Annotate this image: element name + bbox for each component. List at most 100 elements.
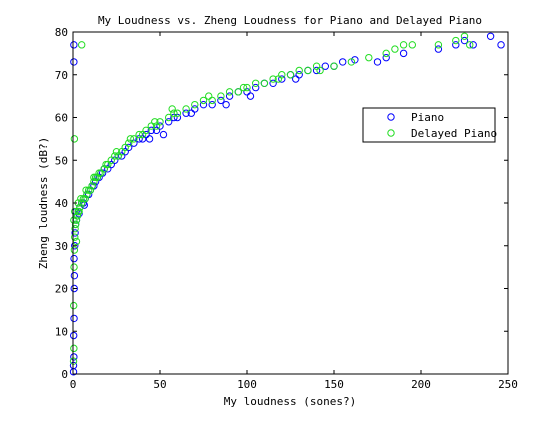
x-tick-label: 0	[70, 378, 77, 391]
point-delayed-piano	[77, 195, 85, 203]
point-delayed-piano	[69, 301, 78, 310]
point-delayed-piano	[205, 92, 213, 100]
point-delayed-piano	[124, 139, 133, 147]
y-tick-label: 10	[55, 325, 68, 338]
y-tick-label: 20	[55, 283, 68, 296]
point-piano	[69, 331, 78, 340]
point-delayed-piano	[274, 75, 283, 83]
legend-label-delayed-piano: Delayed Piano	[411, 127, 497, 140]
point-delayed-piano	[75, 207, 83, 216]
point-delayed-piano	[76, 203, 84, 211]
x-tick-label: 200	[411, 378, 431, 391]
point-delayed-piano	[71, 220, 80, 229]
point-piano	[156, 122, 164, 130]
point-delayed-piano	[168, 105, 176, 113]
legend-box	[362, 107, 496, 143]
point-piano	[312, 66, 321, 75]
point-delayed-piano	[316, 66, 324, 75]
point-piano	[269, 79, 277, 88]
x-tick-label: 100	[237, 378, 257, 391]
y-tick-label: 50	[55, 154, 68, 167]
legend-label-piano: Piano	[411, 111, 444, 124]
chart-title: My Loudness vs. Zheng Loudness for Piano…	[98, 14, 482, 27]
point-delayed-piano	[70, 246, 79, 254]
point-piano	[70, 314, 78, 323]
point-delayed-piano	[295, 66, 303, 75]
point-piano	[486, 32, 495, 40]
point-delayed-piano	[102, 160, 110, 169]
point-piano	[469, 41, 477, 49]
point-delayed-piano	[86, 186, 95, 194]
point-piano	[246, 92, 255, 100]
point-delayed-piano	[142, 126, 150, 135]
point-piano	[187, 109, 196, 117]
x-axis-label: My loudness (sones?)	[224, 395, 356, 408]
point-delayed-piano	[70, 263, 78, 271]
legend-marker-delayed-piano	[387, 129, 395, 137]
legend: Piano Delayed Piano	[362, 107, 497, 143]
point-piano	[165, 118, 173, 126]
point-delayed-piano	[391, 45, 399, 53]
point-delayed-piano	[71, 207, 79, 216]
data-points	[69, 32, 505, 376]
y-tick-label: 70	[55, 69, 68, 82]
point-delayed-piano	[88, 182, 96, 190]
axis-ticks: 0 50 100 150 200 250 0 10 20 30 40 50 60 70 80	[55, 26, 518, 391]
point-piano	[208, 100, 216, 109]
point-delayed-piano	[217, 92, 225, 100]
point-piano	[124, 143, 133, 152]
point-delayed-piano	[82, 186, 90, 194]
point-piano	[69, 368, 78, 376]
point-piano	[71, 229, 79, 237]
point-delayed-piano	[182, 105, 190, 113]
point-delayed-piano	[234, 88, 243, 96]
point-piano	[252, 83, 260, 92]
point-piano	[373, 58, 382, 66]
point-piano	[292, 75, 300, 83]
y-tick-label: 40	[55, 197, 68, 210]
point-delayed-piano	[434, 41, 443, 49]
point-piano	[382, 53, 390, 62]
point-delayed-piano	[70, 344, 78, 353]
point-delayed-piano	[347, 58, 356, 66]
point-delayed-piano	[304, 66, 312, 75]
point-delayed-piano	[78, 41, 86, 49]
y-tick-label: 30	[55, 240, 68, 253]
point-delayed-piano	[408, 41, 416, 49]
point-delayed-piano	[252, 79, 260, 88]
point-piano	[460, 36, 469, 45]
point-piano	[278, 75, 286, 83]
point-delayed-piano	[399, 41, 408, 49]
point-delayed-piano	[90, 173, 98, 182]
point-piano	[199, 100, 208, 109]
point-piano	[70, 58, 78, 66]
point-piano	[182, 109, 190, 117]
point-delayed-piano	[111, 152, 119, 160]
point-delayed-piano	[151, 118, 159, 126]
x-tick-label: 50	[153, 378, 166, 391]
point-delayed-piano	[239, 83, 248, 92]
point-piano	[452, 41, 460, 49]
legend-marker-piano	[387, 113, 395, 121]
y-tick-label: 60	[55, 112, 68, 125]
point-delayed-piano	[460, 32, 469, 40]
point-delayed-piano	[165, 113, 173, 122]
point-piano	[71, 242, 79, 250]
point-piano	[497, 41, 505, 49]
point-delayed-piano	[70, 135, 79, 143]
point-delayed-piano	[71, 224, 79, 233]
x-tick-label: 250	[498, 378, 518, 391]
point-delayed-piano	[81, 195, 89, 203]
point-piano	[70, 271, 79, 280]
point-piano	[222, 100, 230, 109]
point-delayed-piano	[382, 49, 390, 58]
point-piano	[70, 41, 78, 49]
point-delayed-piano	[170, 109, 178, 117]
point-piano	[339, 58, 347, 66]
point-piano	[70, 353, 78, 361]
point-delayed-piano	[135, 130, 143, 139]
point-delayed-piano	[365, 53, 373, 62]
point-piano	[70, 254, 78, 263]
